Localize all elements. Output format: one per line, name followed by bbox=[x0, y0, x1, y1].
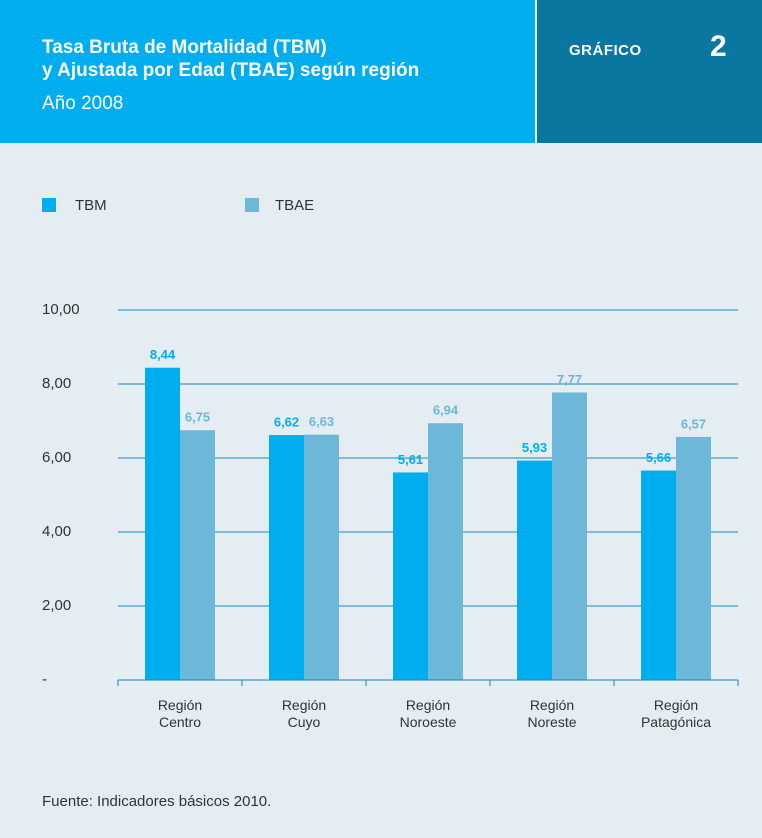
data-label: 6,63 bbox=[309, 414, 334, 429]
chart-title: Tasa Bruta de Mortalidad (TBM) y Ajustad… bbox=[42, 37, 420, 81]
x-tick-label: Región Noroeste bbox=[399, 697, 457, 730]
legend-label: TBAE bbox=[275, 197, 314, 214]
y-tick-label: 10,00 bbox=[42, 301, 80, 318]
chart-subtitle: Año 2008 bbox=[42, 93, 124, 114]
bar bbox=[393, 472, 428, 680]
bar bbox=[180, 430, 215, 680]
bar bbox=[552, 392, 587, 680]
y-tick-label: - bbox=[42, 671, 47, 688]
x-tick-label: Región Patagónica bbox=[640, 697, 712, 730]
data-label: 7,77 bbox=[557, 372, 582, 387]
data-label: 6,57 bbox=[681, 416, 706, 431]
data-label: 6,75 bbox=[185, 410, 210, 425]
bar bbox=[641, 470, 676, 680]
data-label: 6,94 bbox=[433, 403, 459, 418]
bar bbox=[304, 434, 339, 680]
legend-label: TBM bbox=[75, 197, 107, 214]
y-tick-label: 2,00 bbox=[42, 597, 71, 614]
x-tick-label: Región Cuyo bbox=[281, 697, 327, 730]
y-tick-label: 8,00 bbox=[42, 375, 71, 392]
bar bbox=[428, 423, 463, 680]
legend-swatch bbox=[245, 198, 259, 212]
source: Fuente: Indicadores básicos 2010. bbox=[42, 793, 272, 810]
data-label: 5,66 bbox=[646, 450, 671, 465]
chart-number: 2 bbox=[710, 30, 727, 63]
y-tick-label: 6,00 bbox=[42, 449, 71, 466]
bar bbox=[676, 436, 711, 680]
bar bbox=[269, 435, 304, 680]
header-bar bbox=[0, 0, 535, 143]
data-label: 8,44 bbox=[150, 347, 176, 362]
bar bbox=[145, 367, 180, 680]
x-tick-label: Región Noreste bbox=[527, 697, 577, 730]
data-label: 5,61 bbox=[398, 452, 423, 467]
legend-swatch bbox=[42, 198, 56, 212]
data-label: 5,93 bbox=[522, 440, 547, 455]
bar bbox=[517, 460, 552, 680]
x-tick-label: Región Centro bbox=[157, 697, 203, 730]
y-tick-label: 4,00 bbox=[42, 523, 71, 540]
header-side bbox=[537, 0, 762, 143]
badge: GRÁFICO bbox=[569, 42, 642, 59]
data-label: 6,62 bbox=[274, 414, 299, 429]
